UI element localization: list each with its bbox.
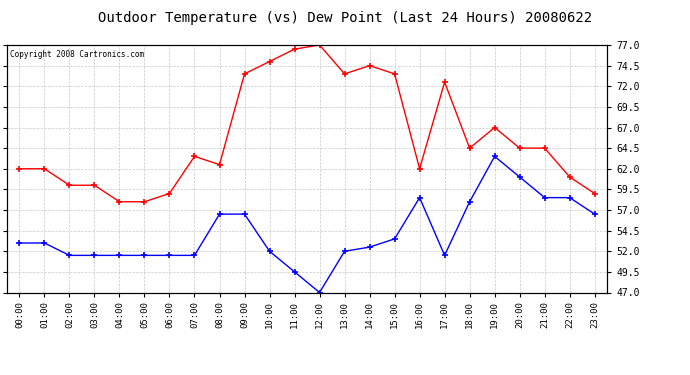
Text: Copyright 2008 Cartronics.com: Copyright 2008 Cartronics.com bbox=[10, 50, 144, 59]
Text: Outdoor Temperature (vs) Dew Point (Last 24 Hours) 20080622: Outdoor Temperature (vs) Dew Point (Last… bbox=[98, 11, 592, 25]
